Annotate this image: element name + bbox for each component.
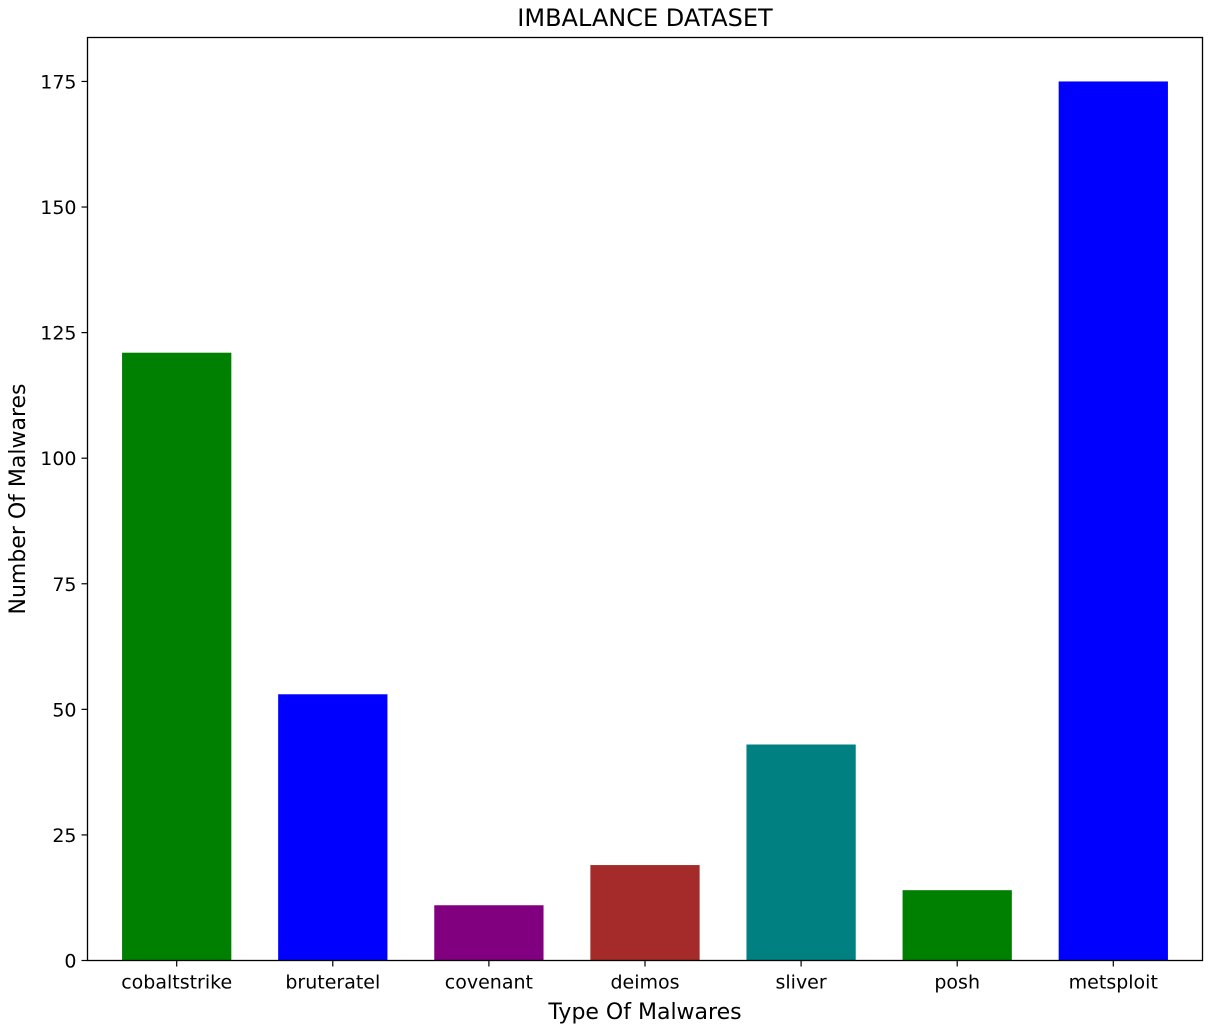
bar-metsploit (1058, 81, 1168, 961)
x-axis-ticks: cobaltstrike bruteratel covenant deimos sliv… (121, 960, 1158, 994)
plot-frame (86, 36, 1204, 962)
bar-bruteratel (278, 694, 388, 961)
bar-posh (902, 890, 1012, 961)
bar-sliver (746, 744, 856, 961)
x-tick-label: deimos (610, 972, 679, 994)
y-tick-label: 50 (52, 699, 76, 721)
y-axis-ticks: 0 25 50 75 100 125 150 175 (40, 71, 88, 973)
y-tick-label: 125 (40, 323, 76, 345)
x-tick-label: sliver (775, 972, 826, 994)
chart-title: IMBALANCE DATASET (517, 4, 773, 32)
y-tick-label: 100 (40, 448, 76, 470)
x-tick-label: posh (934, 972, 980, 994)
y-axis-label: Number Of Malwares (6, 383, 31, 614)
bar-deimos (590, 865, 700, 961)
bar-covenant (434, 905, 544, 961)
bar-cobaltstrike (122, 352, 232, 961)
x-tick-label: bruteratel (285, 972, 380, 994)
y-tick-label: 175 (40, 71, 76, 93)
x-axis-label: Type Of Malwares (547, 1000, 741, 1025)
x-tick-label: covenant (445, 972, 533, 994)
y-tick-label: 0 (64, 951, 76, 973)
x-tick-label: cobaltstrike (121, 972, 232, 994)
y-tick-label: 75 (52, 574, 76, 596)
y-tick-label: 25 (52, 825, 76, 847)
y-tick-label: 150 (40, 197, 76, 219)
bars-layer (122, 81, 1168, 961)
x-tick-label: metsploit (1069, 972, 1158, 994)
